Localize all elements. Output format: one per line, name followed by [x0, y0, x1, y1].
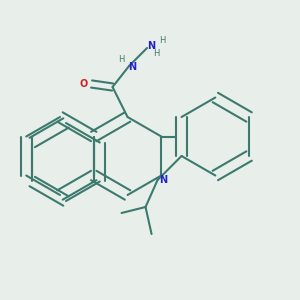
- Text: N: N: [128, 62, 136, 73]
- Text: N: N: [159, 175, 167, 185]
- Text: N: N: [148, 41, 156, 52]
- Text: H: H: [153, 50, 159, 58]
- Text: H: H: [118, 55, 125, 64]
- Text: H: H: [159, 36, 165, 45]
- Text: O: O: [80, 79, 88, 89]
